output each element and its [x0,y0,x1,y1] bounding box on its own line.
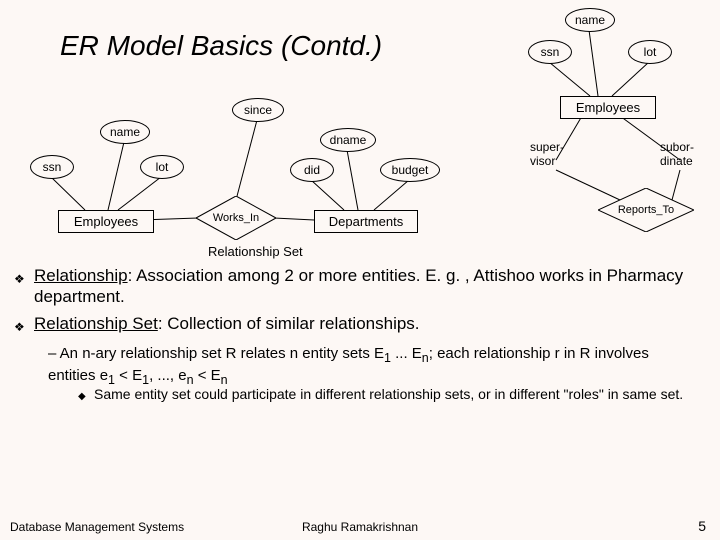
bullet-2: Relationship Set: Collection of similar … [34,313,694,334]
attr-name-left: name [100,120,150,144]
relationship-set-label: Relationship Set [208,244,303,259]
footer-center: Raghu Ramakrishnan [0,520,720,534]
attr-ssn-right: ssn [528,40,572,64]
attr-name-right: name [565,8,615,32]
attr-lot-right: lot [628,40,672,64]
entity-departments: Departments [314,210,418,233]
attr-ssn-left: ssn [30,155,74,179]
sub-bullet-1: – An n-ary relationship set R relates n … [48,344,688,389]
relationship-works-in: Works_In [196,196,276,240]
attr-budget: budget [380,158,440,182]
sub-bullet-2-icon: ◆ [78,390,86,403]
entity-employees-right: Employees [560,96,656,119]
bullet-1: Relationship: Association among 2 or mor… [34,265,694,308]
attr-did: did [290,158,334,182]
role-supervisor: super-visor [530,140,564,168]
bullet-icon-2: ❖ [14,320,25,334]
footer-right: 5 [698,518,706,534]
sub-bullet-2: Same entity set could participate in dif… [94,385,684,403]
relationship-reports-to: Reports_To [598,188,694,232]
attr-since: since [232,98,284,122]
attr-dname: dname [320,128,376,152]
entity-employees-left: Employees [58,210,154,233]
bullet-icon-1: ❖ [14,272,25,286]
page-title: ER Model Basics (Contd.) [60,30,382,62]
role-subordinate: subor-dinate [660,140,694,168]
attr-lot-left: lot [140,155,184,179]
